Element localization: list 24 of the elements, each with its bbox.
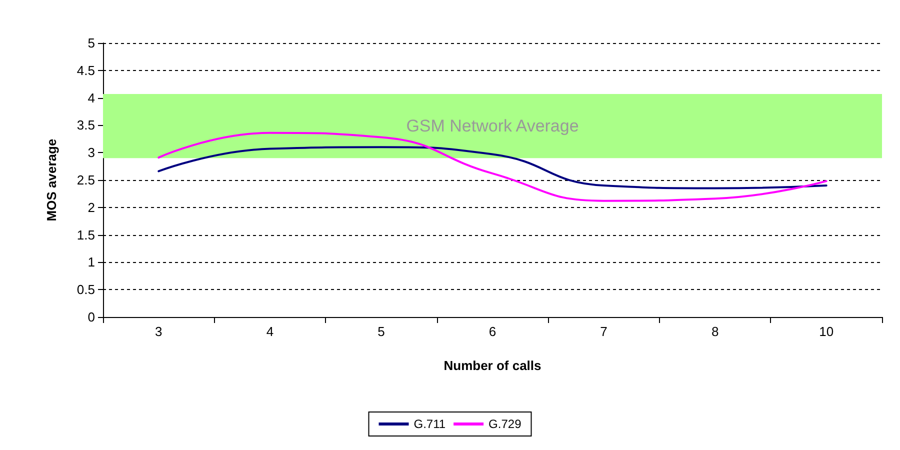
y-tick-label: 1.5 [76,227,95,242]
y-axis-title: MOS average [44,138,59,222]
x-axis-title: Number of calls [444,358,542,373]
y-tick-label: 4.5 [76,62,95,78]
x-tick-label: 3 [155,324,162,339]
y-tick-label: 5 [88,36,95,50]
x-tick-label: 4 [266,324,274,339]
y-tick-label: 1 [88,254,95,270]
x-tick-label: 6 [488,324,496,339]
x-tick-label: 5 [378,324,385,339]
x-tick-label: 10 [819,324,834,339]
y-tick-label: 2.5 [76,172,95,188]
y-tick-label: 3 [88,145,95,160]
x-tick-label: 7 [600,324,608,339]
legend-label: G.729 [488,417,522,431]
y-tick-label: 2 [88,200,95,215]
y-tick-label: 0.5 [76,282,95,298]
legend-label: G.711 [414,417,446,431]
y-tick-label: 0 [88,310,95,324]
line-series [158,146,828,190]
band-label: GSM Network Average [406,116,579,136]
y-tick-label: 4 [88,90,95,106]
x-tick-label: 8 [711,324,719,339]
y-tick-label: 3.5 [76,118,95,133]
